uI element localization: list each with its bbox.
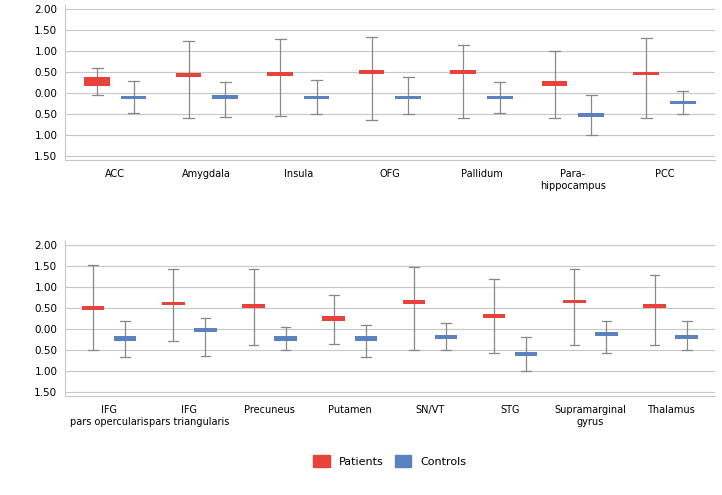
Bar xyxy=(267,72,293,76)
Bar xyxy=(563,300,586,303)
Bar xyxy=(243,304,265,307)
Bar xyxy=(670,100,695,104)
Bar xyxy=(194,328,217,332)
Legend: Patients, Controls: Patients, Controls xyxy=(309,451,471,471)
Bar xyxy=(643,304,666,307)
Bar xyxy=(212,95,238,99)
Bar xyxy=(435,335,457,340)
Bar xyxy=(114,337,136,341)
Bar xyxy=(175,73,201,77)
Bar xyxy=(403,299,425,304)
Bar xyxy=(451,70,476,74)
Bar xyxy=(121,96,147,99)
Bar xyxy=(162,302,185,305)
Bar xyxy=(487,96,513,99)
Bar xyxy=(676,335,698,340)
Bar xyxy=(633,72,659,75)
Bar xyxy=(396,96,421,99)
Bar xyxy=(542,81,567,86)
Bar xyxy=(304,96,329,99)
Bar xyxy=(578,113,604,116)
Bar xyxy=(274,337,297,341)
Bar xyxy=(84,77,110,86)
Bar xyxy=(595,332,618,336)
Bar xyxy=(515,352,537,356)
Bar xyxy=(359,70,384,74)
Bar xyxy=(82,306,104,310)
Bar xyxy=(483,314,505,318)
Bar xyxy=(323,316,345,320)
Bar xyxy=(355,337,377,341)
